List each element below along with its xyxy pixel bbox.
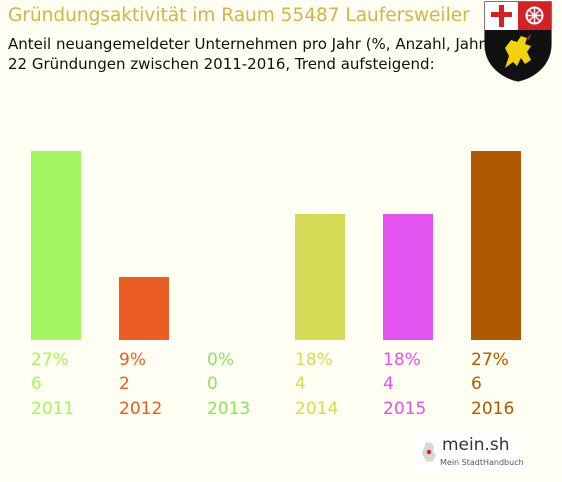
- bar-2016: [471, 151, 521, 340]
- count-label-2016: 6: [471, 374, 482, 394]
- year-label-2013: 2013: [207, 399, 250, 419]
- count-label-2011: 6: [31, 374, 42, 394]
- mein-sh-logo[interactable]: mein.sh Mein StadtHandbuch: [416, 434, 524, 474]
- bar-2015: [383, 214, 433, 340]
- count-label-2012: 2: [119, 374, 130, 394]
- percent-label-2012: 9%: [119, 350, 146, 370]
- bar-2011: [31, 151, 81, 340]
- chart-title: Gründungsaktivität im Raum 55487 Laufers…: [8, 5, 470, 26]
- count-label-2014: 4: [295, 374, 306, 394]
- percent-label-2013: 0%: [207, 350, 234, 370]
- bar-2012: [119, 277, 169, 340]
- year-label-2016: 2016: [471, 399, 514, 419]
- percent-label-2016: 27%: [471, 350, 509, 370]
- chart-subtitle: Anteil neuangemeldeter Unternehmen pro J…: [8, 35, 491, 53]
- germany-map-icon: [422, 442, 436, 462]
- year-label-2011: 2011: [31, 399, 74, 419]
- logo-text: mein.sh: [442, 435, 510, 455]
- logo-tagline: Mein StadtHandbuch: [440, 458, 524, 467]
- coat-of-arms-icon: [484, 1, 552, 82]
- chart-summary: 22 Gründungen zwischen 2011-2016, Trend …: [8, 55, 435, 73]
- percent-label-2014: 18%: [295, 350, 333, 370]
- year-label-2012: 2012: [119, 399, 162, 419]
- count-label-2013: 0: [207, 374, 218, 394]
- year-label-2014: 2014: [295, 399, 338, 419]
- percent-label-2015: 18%: [383, 350, 421, 370]
- percent-label-2011: 27%: [31, 350, 69, 370]
- year-label-2015: 2015: [383, 399, 426, 419]
- bar-2014: [295, 214, 345, 340]
- count-label-2015: 4: [383, 374, 394, 394]
